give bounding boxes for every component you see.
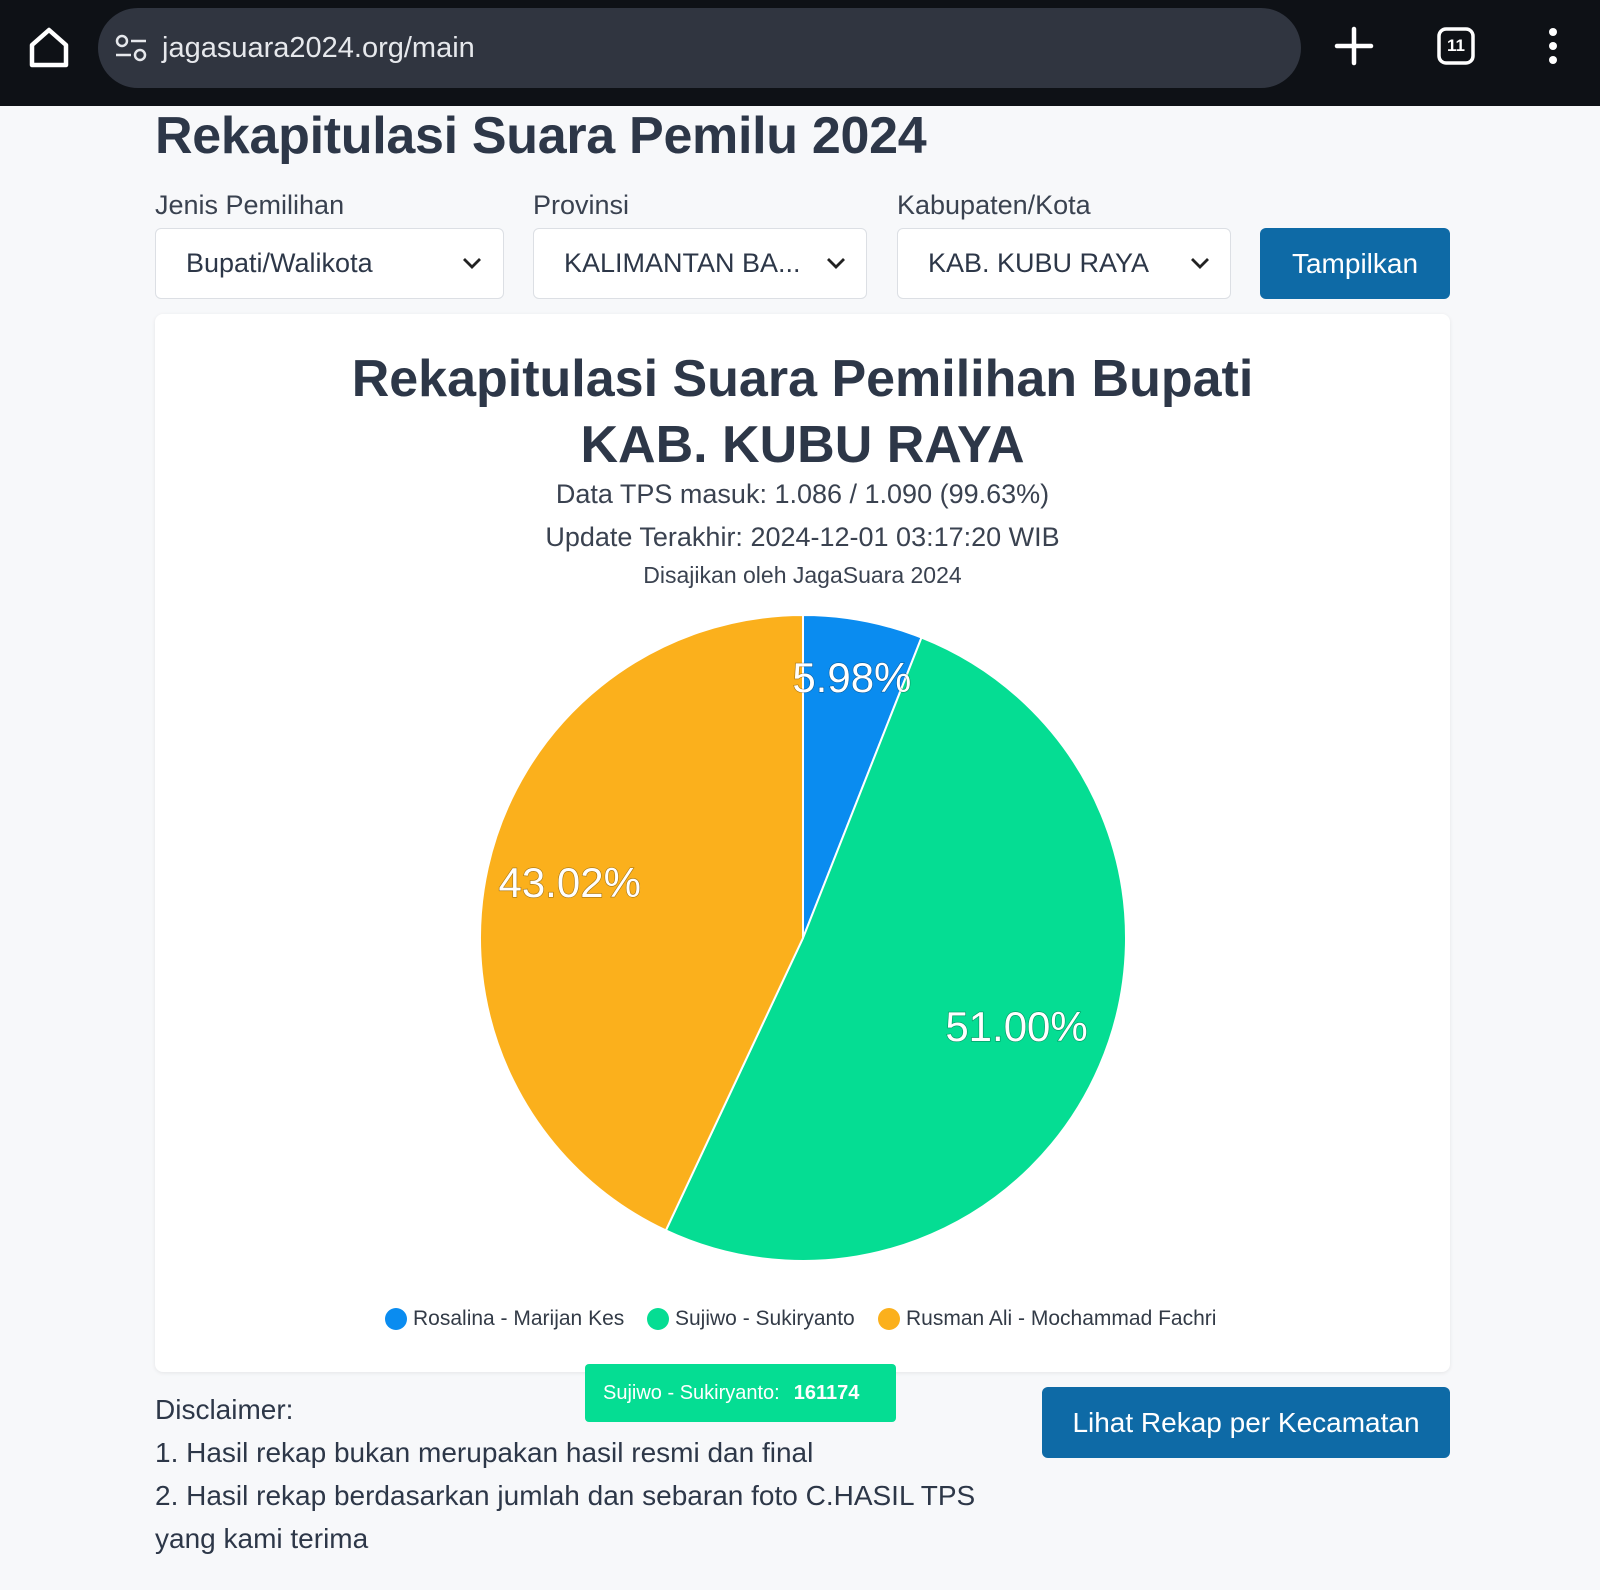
legend-label: Sujiwo - Sukiryanto xyxy=(675,1307,855,1330)
disclaimer-line-1: 1. Hasil rekap bukan merupakan hasil res… xyxy=(155,1437,814,1468)
tab-switcher-button[interactable]: 11 xyxy=(1437,27,1475,65)
pie-label-sujiwo-sukiryanto: 51.00% xyxy=(945,1003,1087,1050)
pie-chart[interactable]: 5.98% 51.00% 43.02% xyxy=(155,314,1450,1274)
browser-toolbar: jagasuara2024.org/main 11 xyxy=(0,0,1600,106)
pie-slice-sujiwo-sukiryanto[interactable] xyxy=(664,636,1127,1262)
chart-title-line2: KAB. KUBU RAYA xyxy=(580,416,1025,474)
jenis-pemilihan-select[interactable]: Bupati/Walikota xyxy=(155,228,504,299)
tps-count: Data TPS masuk: 1.086 / 1.090 (99.63%) xyxy=(555,479,1050,509)
chart-title-line1: Rekapitulasi Suara Pemilihan Bupati xyxy=(351,350,1254,408)
page-title: Rekapitulasi Suara Pemilu 2024 xyxy=(155,107,927,165)
legend-item-sujiwo-sukiryanto[interactable]: Sujiwo - Sukiryanto xyxy=(647,1299,855,1339)
legend-swatch xyxy=(385,1308,407,1330)
tampilkan-button[interactable]: Tampilkan xyxy=(1260,228,1450,299)
more-menu-icon[interactable] xyxy=(1541,26,1565,66)
last-update: Update Terakhir: 2024-12-01 03:17:20 WIB xyxy=(545,522,1060,552)
kabupaten-select[interactable]: KAB. KUBU RAYA xyxy=(897,228,1231,299)
tab-count: 11 xyxy=(1447,36,1465,55)
legend-label: Rosalina - Marijan Kes xyxy=(413,1307,625,1330)
provinsi-value: KALIMANTAN BA... xyxy=(564,248,801,278)
chart-tooltip: Sujiwo - Sukiryanto: 161174 xyxy=(585,1364,896,1422)
chevron-down-icon xyxy=(463,258,481,269)
chart-card: Rekapitulasi Suara Pemilihan Bupati KAB.… xyxy=(155,314,1450,1372)
disclaimer: Disclaimer: 1. Hasil rekap bukan merupak… xyxy=(155,1388,1015,1560)
site-settings-icon[interactable] xyxy=(114,34,148,62)
address-bar[interactable]: jagasuara2024.org/main xyxy=(98,8,1301,88)
disclaimer-line-2: 2. Hasil rekap berdasarkan jumlah dan se… xyxy=(155,1480,976,1554)
kabupaten-value: KAB. KUBU RAYA xyxy=(928,248,1150,278)
tab-switcher-icon xyxy=(1437,27,1475,65)
new-tab-icon[interactable] xyxy=(1334,26,1374,66)
chevron-down-icon xyxy=(827,258,845,269)
home-icon[interactable] xyxy=(26,24,72,70)
legend-label: Rusman Ali - Mochammad Fachri xyxy=(906,1307,1217,1330)
credit-text: Disajikan oleh JagaSuara 2024 xyxy=(643,562,962,588)
tooltip-label: Sujiwo - Sukiryanto: xyxy=(603,1381,780,1404)
chevron-down-icon xyxy=(1191,258,1209,269)
pie-label-rusman-ali-mochammad-fachri: 43.02% xyxy=(498,859,640,906)
provinsi-label: Provinsi xyxy=(533,190,630,220)
jenis-pemilihan-label: Jenis Pemilihan xyxy=(155,190,345,220)
pie-slice-rusman-ali-mochammad-fachri[interactable] xyxy=(479,613,804,1232)
legend-item-rusman-ali-mochammad-fachri[interactable]: Rusman Ali - Mochammad Fachri xyxy=(878,1299,1216,1339)
tooltip-value: 161174 xyxy=(793,1381,860,1404)
provinsi-select[interactable]: KALIMANTAN BA... xyxy=(533,228,867,299)
kabupaten-label: Kabupaten/Kota xyxy=(897,190,1091,220)
legend-swatch xyxy=(878,1308,900,1330)
legend-item-rosalina-marijan-kes[interactable]: Rosalina - Marijan Kes xyxy=(385,1299,624,1339)
url-text[interactable]: jagasuara2024.org/main xyxy=(162,32,475,64)
pie-label-rosalina-marijan-kes: 5.98% xyxy=(792,654,911,701)
legend-swatch xyxy=(647,1308,669,1330)
chart-legend: Rosalina - Marijan Kes Sujiwo - Sukiryant… xyxy=(155,1299,1450,1339)
pie-slice-rosalina-marijan-kes[interactable] xyxy=(802,613,923,939)
jenis-pemilihan-value: Bupati/Walikota xyxy=(186,248,373,278)
rekap-kecamatan-button[interactable]: Lihat Rekap per Kecamatan xyxy=(1042,1387,1450,1458)
disclaimer-title: Disclaimer: xyxy=(155,1394,294,1425)
